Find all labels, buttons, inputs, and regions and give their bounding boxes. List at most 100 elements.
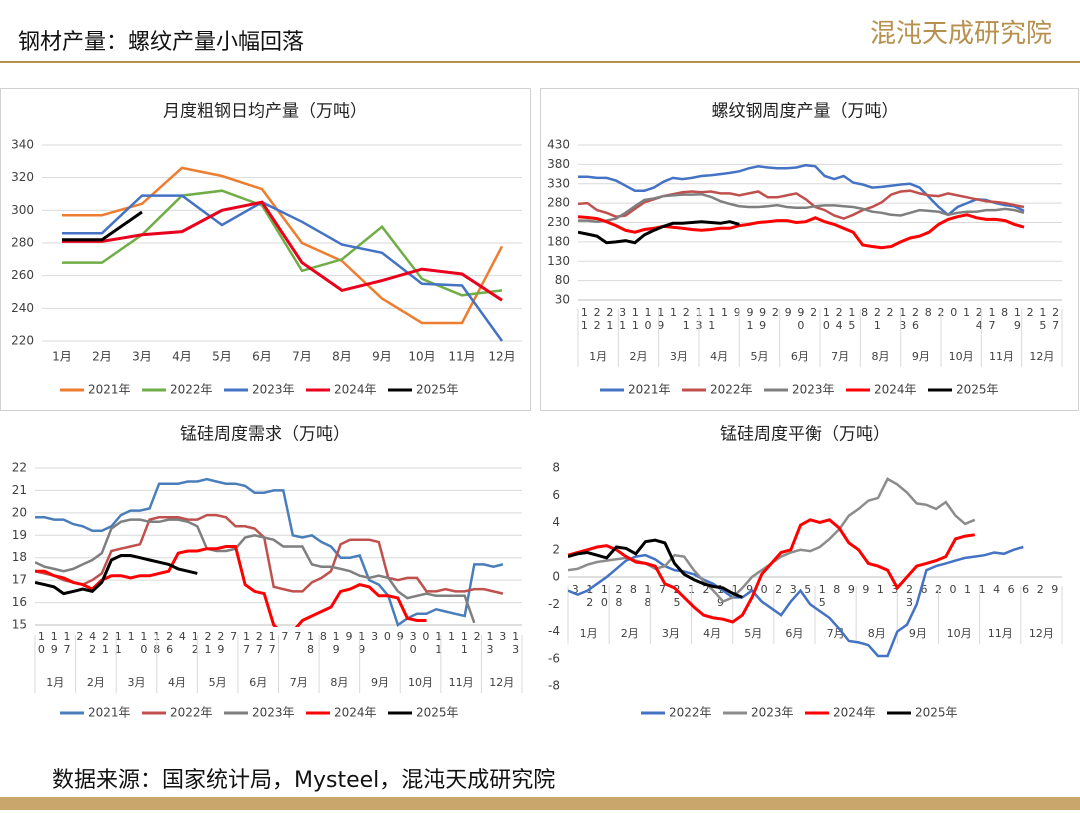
x-group-label: 8月 — [868, 627, 886, 640]
y-tick-label: 30 — [555, 293, 570, 307]
x-tick-label: 6月 — [252, 350, 272, 364]
y-tick-label: 230 — [547, 215, 570, 229]
y-tick-label: 2 — [552, 542, 560, 556]
x-tick-label: 2 — [1034, 583, 1047, 596]
x-tick-label: 2 — [772, 583, 785, 596]
y-tick-label: 340 — [11, 138, 34, 152]
x-tick-label: 1 — [961, 583, 974, 596]
x-tick-label: 12 — [583, 583, 596, 609]
x-tick-label: 27 — [1049, 306, 1062, 332]
x-tick-label: 18 — [304, 630, 317, 656]
x-tick-label: 15 — [1036, 306, 1049, 332]
x-tick-label: 7 — [227, 630, 240, 643]
chart-title: 锰硅周度平衡（万吨） — [720, 425, 890, 445]
y-tick-label: 280 — [11, 236, 34, 250]
x-tick-label: 6 — [1005, 583, 1018, 596]
x-tick-label: 0 — [758, 583, 771, 596]
x-tick-label: 7 — [656, 583, 669, 596]
x-tick-label: 15 — [816, 583, 829, 609]
x-group-label: 9月 — [909, 627, 927, 640]
x-tick-label: 7 — [278, 630, 291, 643]
legend-label: 2023年 — [792, 383, 835, 397]
x-tick-label: 26 — [909, 306, 922, 332]
x-tick-label: 1 — [874, 583, 887, 596]
x-group-label: 8月 — [872, 350, 890, 363]
series-line — [568, 545, 1024, 658]
legend-label: 2025年 — [915, 706, 958, 720]
x-tick-label: 9 — [342, 630, 355, 643]
x-tick-label: 4 — [176, 630, 189, 643]
legend-label: 2024年 — [334, 383, 377, 397]
legend-label: 2021年 — [628, 383, 671, 397]
x-tick-label: 1 — [976, 583, 989, 596]
legend-label: 2022年 — [170, 383, 213, 397]
x-tick-label: 28 — [612, 583, 625, 609]
series-line — [35, 513, 504, 595]
legend-label: 2025年 — [416, 706, 459, 720]
x-tick-label: 13 — [483, 630, 496, 656]
x-tick-label: 99 — [756, 306, 769, 332]
x-tick-label: 19 — [355, 630, 368, 656]
x-tick-label: 3 — [496, 630, 509, 643]
y-tick-label: 4 — [552, 515, 560, 529]
x-tick-label: 11 — [458, 630, 471, 656]
x-group-label: 6月 — [791, 350, 809, 363]
y-tick-label: 380 — [547, 157, 570, 171]
x-tick-label: 11 — [112, 630, 125, 656]
x-group-label: 12月 — [1029, 350, 1054, 363]
chart-title: 锰硅周度需求（万吨） — [180, 425, 350, 445]
y-tick-label: 180 — [547, 234, 570, 248]
x-tick-label: 21 — [99, 630, 112, 656]
x-group-label: 4月 — [710, 350, 728, 363]
y-tick-label: 20 — [12, 505, 27, 519]
x-tick-label: 17 — [266, 630, 279, 656]
x-tick-label: 3 — [368, 630, 381, 643]
y-tick-label: 18 — [12, 550, 27, 564]
x-tick-label: 21 — [603, 306, 616, 332]
x-group-label: 6月 — [249, 676, 267, 689]
x-tick-label: 9 — [1048, 583, 1061, 596]
y-tick-label: 15 — [12, 618, 27, 632]
y-tick-label: 260 — [11, 268, 34, 282]
legend-label: 2023年 — [751, 706, 794, 720]
y-tick-label: -4 — [548, 624, 560, 638]
x-tick-label: 25 — [670, 583, 683, 609]
series-line — [62, 200, 503, 302]
x-tick-label: 4月 — [172, 350, 192, 364]
logo: 混沌天成研究院 — [870, 19, 1052, 49]
legend-label: 2023年 — [252, 383, 295, 397]
y-tick-label: 220 — [11, 334, 34, 348]
x-group-label: 11月 — [449, 676, 474, 689]
y-tick-label: 280 — [547, 196, 570, 210]
y-tick-label: 21 — [12, 483, 27, 497]
x-tick-label: 10 — [598, 583, 611, 609]
chart-title: 月度粗钢日均产量（万吨） — [163, 102, 367, 122]
x-group-label: 3月 — [662, 627, 680, 640]
x-tick-label: 17 — [985, 306, 998, 332]
x-tick-label: 9 — [782, 306, 795, 319]
slide-title: 钢材产量：螺纹产量小幅回落 — [18, 30, 304, 55]
x-group-label: 10月 — [947, 627, 972, 640]
x-tick-label: 2 — [471, 630, 484, 643]
x-group-label: 10月 — [408, 676, 433, 689]
legend-label: 2022年 — [170, 706, 213, 720]
x-group-label: 4月 — [703, 627, 721, 640]
x-tick-label: 19 — [48, 630, 61, 656]
x-tick-label: 2月 — [92, 350, 112, 364]
x-group-label: 5月 — [209, 676, 227, 689]
x-tick-label: 11 — [578, 306, 591, 332]
x-tick-label: 3 — [787, 583, 800, 596]
x-tick-label: 1月 — [52, 350, 72, 364]
x-group-label: 5月 — [744, 627, 762, 640]
y-tick-label: 80 — [555, 273, 570, 287]
y-tick-label: 17 — [12, 573, 27, 587]
series-line — [35, 554, 198, 596]
series-line — [35, 518, 476, 624]
panel-frame — [540, 88, 1079, 411]
footer-band — [0, 797, 1080, 810]
panel-frame — [0, 88, 531, 411]
x-group-label: 6月 — [785, 627, 803, 640]
x-tick-label: 91 — [743, 306, 756, 332]
x-group-label: 1月 — [589, 350, 607, 363]
x-tick-label: 0 — [947, 583, 960, 596]
